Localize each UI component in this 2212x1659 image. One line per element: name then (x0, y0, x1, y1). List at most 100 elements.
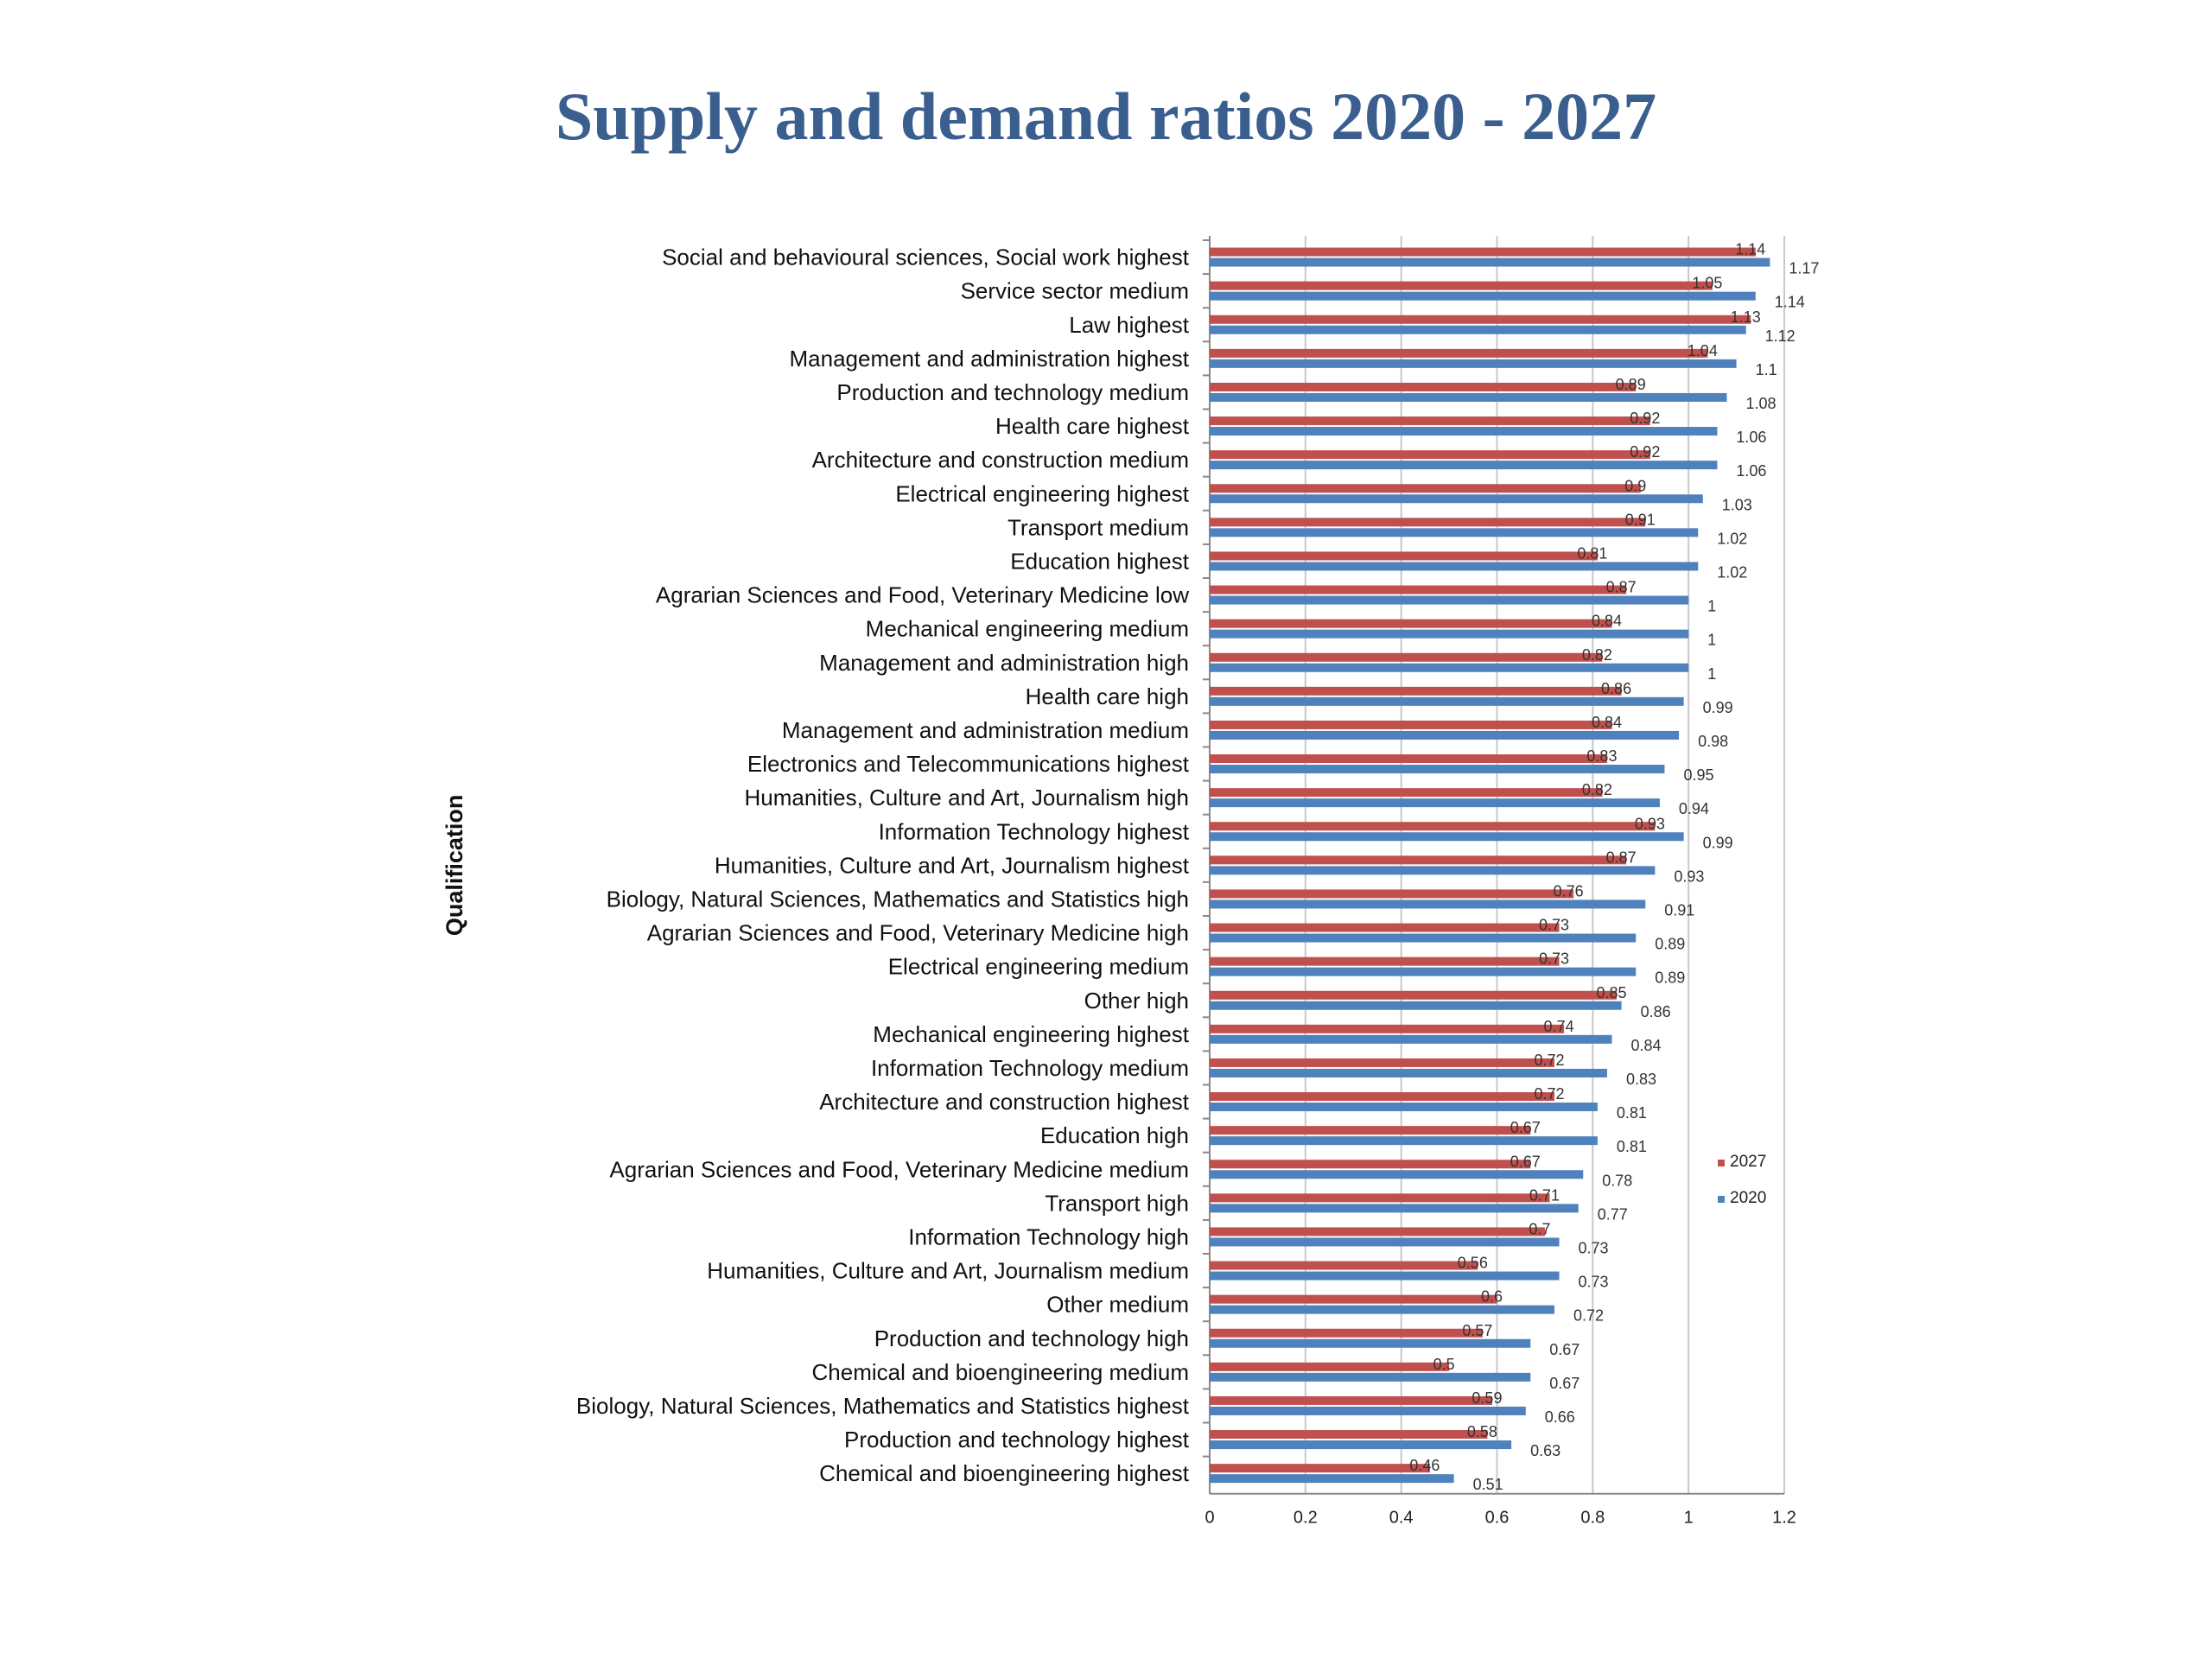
bar-2027 (1210, 1126, 1531, 1135)
bar-2027 (1210, 247, 1756, 257)
data-label-2027: 0.87 (1606, 849, 1637, 866)
category-label: Electronics and Telecommunications highe… (747, 751, 1190, 777)
data-label-2020: 0.94 (1679, 800, 1709, 817)
bar-2027 (1210, 1092, 1554, 1102)
category-label: Mechanical engineering highest (873, 1021, 1189, 1047)
category-label: Information Technology medium (871, 1055, 1189, 1081)
bar-2020 (1210, 494, 1703, 504)
data-label-2027: 0.83 (1586, 747, 1617, 765)
category-label: Other high (1084, 988, 1189, 1014)
data-label-2020: 0.72 (1573, 1307, 1604, 1325)
data-label-2020: 0.67 (1549, 1375, 1580, 1392)
x-tick-label: 1.2 (1772, 1509, 1796, 1528)
category-label: Production and technology medium (836, 379, 1189, 405)
bar-2020 (1210, 1305, 1554, 1314)
bar-2027 (1210, 957, 1560, 966)
category-label: Information Technology high (908, 1224, 1189, 1249)
category-label: Health care highest (995, 413, 1190, 439)
category-label: Social and behavioural sciences, Social … (662, 245, 1190, 270)
bar-2027 (1210, 990, 1618, 1000)
bar-2020 (1210, 1237, 1560, 1247)
category-label: Humanities, Culture and Art, Journalism … (745, 785, 1189, 810)
data-label-2027: 0.86 (1601, 680, 1631, 697)
category-label: Biology, Natural Sciences, Mathematics a… (576, 1393, 1190, 1419)
bar-2020 (1210, 1103, 1598, 1112)
bar-2027 (1210, 551, 1598, 561)
data-label-2027: 0.89 (1616, 376, 1646, 393)
bar-2027 (1210, 1024, 1565, 1033)
bar-2027 (1210, 822, 1656, 831)
data-label-2020: 0.51 (1473, 1476, 1503, 1493)
data-label-2020: 1 (1707, 632, 1716, 649)
bar-2020 (1210, 528, 1699, 537)
bar-2027 (1210, 889, 1574, 899)
category-label: Architecture and construction medium (812, 447, 1189, 473)
data-label-2027: 1.05 (1692, 275, 1722, 292)
bar-2027 (1210, 518, 1646, 527)
bar-2020 (1210, 967, 1637, 976)
data-label-2027: 0.84 (1592, 714, 1622, 731)
data-label-2027: 1.13 (1731, 308, 1761, 326)
data-label-2020: 0.73 (1579, 1274, 1609, 1291)
bar-2020 (1210, 359, 1737, 368)
x-tick-label: 0.4 (1389, 1509, 1414, 1528)
data-label-2027: 0.76 (1554, 882, 1584, 899)
data-label-2020: 0.67 (1549, 1341, 1580, 1358)
data-label-2027: 0.6 (1481, 1288, 1503, 1306)
category-label: Transport medium (1007, 514, 1189, 540)
bar-2027 (1210, 416, 1650, 426)
data-label-2027: 0.74 (1544, 1018, 1574, 1035)
data-label-2020: 0.83 (1626, 1071, 1656, 1088)
bar-2027 (1210, 1328, 1483, 1338)
category-label: Education highest (1010, 548, 1189, 574)
bar-2020 (1210, 1068, 1607, 1077)
data-label-2027: 0.58 (1467, 1423, 1497, 1440)
bar-2020 (1210, 866, 1656, 875)
bar-2027 (1210, 1193, 1550, 1203)
data-label-2020: 0.93 (1674, 868, 1704, 885)
data-label-2027: 0.82 (1582, 646, 1612, 664)
bar-2027 (1210, 382, 1637, 391)
category-label: Other medium (1046, 1292, 1189, 1318)
category-label: Electrical engineering highest (895, 480, 1189, 506)
bar-2020 (1210, 1440, 1512, 1450)
bar-2020 (1210, 1034, 1612, 1044)
data-label-2027: 0.84 (1592, 613, 1622, 630)
data-label-2020: 1.08 (1746, 395, 1777, 412)
bar-2027 (1210, 1395, 1492, 1405)
category-label: Management and administration high (819, 650, 1189, 676)
legend-label-2027: 2027 (1730, 1153, 1766, 1171)
bar-2027 (1210, 315, 1751, 324)
data-label-2020: 1.02 (1717, 563, 1747, 581)
category-label: Chemical and bioengineering highest (819, 1460, 1190, 1486)
data-label-2027: 0.73 (1539, 950, 1569, 968)
bar-2020 (1210, 629, 1689, 639)
bar-2027 (1210, 281, 1713, 290)
category-label: Architecture and construction highest (819, 1089, 1190, 1115)
x-tick-label: 0.6 (1485, 1509, 1510, 1528)
data-label-2020: 0.77 (1598, 1205, 1628, 1223)
category-label: Agrarian Sciences and Food, Veterinary M… (647, 920, 1189, 946)
data-label-2027: 0.7 (1529, 1220, 1550, 1237)
data-label-2020: 0.84 (1631, 1037, 1662, 1054)
category-label: Humanities, Culture and Art, Journalism … (707, 1258, 1189, 1284)
data-label-2027: 0.67 (1510, 1153, 1541, 1170)
category-label: Production and technology high (874, 1325, 1189, 1351)
bar-2020 (1210, 325, 1746, 334)
bar-2027 (1210, 652, 1603, 662)
data-label-2020: 0.89 (1655, 936, 1685, 953)
data-label-2020: 1.06 (1736, 429, 1766, 446)
bar-2027 (1210, 450, 1650, 460)
data-label-2020: 0.86 (1641, 1003, 1671, 1020)
x-tick-label: 0.2 (1294, 1509, 1318, 1528)
data-label-2020: 1.1 (1756, 361, 1777, 378)
data-label-2027: 0.82 (1582, 781, 1612, 798)
bar-2020 (1210, 1136, 1598, 1146)
bar-2027 (1210, 788, 1603, 798)
bar-2027 (1210, 1294, 1497, 1304)
data-label-2020: 0.81 (1617, 1138, 1647, 1155)
bar-2027 (1210, 1430, 1488, 1440)
bar-2027 (1210, 348, 1708, 358)
bar-2027 (1210, 484, 1641, 493)
data-label-2027: 0.56 (1458, 1255, 1488, 1272)
